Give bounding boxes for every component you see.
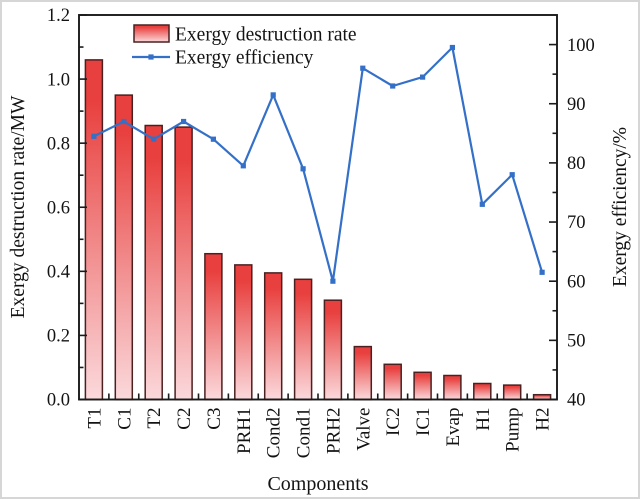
legend-line-marker	[148, 54, 154, 60]
y-right-tick-label: 100	[567, 36, 595, 56]
line-marker	[479, 201, 485, 207]
bar	[144, 124, 163, 401]
legend-label-bar: Exergy destruction rate	[175, 25, 357, 46]
bar	[353, 345, 373, 401]
y-left-tick-label: 1.0	[47, 70, 70, 90]
bar	[204, 252, 223, 401]
x-tick-label: Evap	[443, 408, 464, 447]
line-marker	[240, 163, 246, 169]
bar	[84, 59, 104, 401]
line-marker	[121, 118, 127, 125]
y-left-tick-label: 0.4	[47, 263, 70, 283]
y-right-axis: 40 50 60 70 80 90 100	[549, 36, 595, 411]
line-marker	[330, 278, 336, 284]
line-series	[91, 44, 545, 284]
efficiency-line	[93, 46, 544, 283]
bar	[293, 278, 313, 401]
y-right-tick-label: 70	[567, 213, 586, 233]
bar	[413, 371, 432, 401]
x-tick-label: H1	[473, 408, 494, 431]
line-marker	[449, 44, 455, 51]
line-marker	[539, 269, 545, 275]
y-right-axis-title: Exergy efficiency/%	[610, 127, 631, 287]
bar	[234, 264, 253, 401]
x-axis-title: Components	[267, 473, 368, 495]
y-left-tick-label: 0.0	[47, 391, 70, 411]
bar-series	[84, 59, 552, 401]
line-marker	[509, 172, 515, 178]
y-left-tick-label: 0.8	[47, 134, 70, 154]
x-tick-label: Cond1	[294, 408, 315, 459]
line-marker	[91, 133, 97, 139]
line-marker	[181, 118, 187, 125]
bar	[114, 94, 134, 401]
y-left-axis: 0.0 0.2 0.4 0.6 0.8 1.0 1.2	[47, 6, 87, 411]
legend-bar-swatch	[133, 24, 170, 43]
bar	[174, 126, 193, 401]
x-tick-label: H2	[533, 408, 554, 431]
y-right-tick-label: 50	[567, 332, 586, 352]
y-right-tick-label: 80	[567, 154, 586, 174]
y-left-tick-label: 0.2	[47, 327, 70, 347]
line-marker	[390, 83, 396, 89]
line-marker	[360, 65, 366, 71]
bar	[502, 384, 522, 401]
x-tick-label: Pump	[503, 408, 524, 452]
x-tick-label: IC2	[383, 408, 404, 437]
line-marker	[210, 136, 216, 142]
y-left-tick-label: 0.6	[47, 198, 70, 218]
x-tick-label: IC1	[413, 408, 434, 437]
x-tick-label: T2	[144, 408, 165, 429]
bar	[443, 374, 462, 401]
line-marker	[151, 136, 157, 142]
x-tick-label: C3	[204, 408, 225, 430]
x-tick-label: Cond2	[264, 408, 285, 459]
x-tick-label: PRH1	[234, 408, 255, 454]
bar	[383, 363, 402, 401]
line-marker	[270, 92, 276, 98]
y-left-axis-title: Exergy destruction rate/MW	[8, 95, 29, 318]
line-marker	[420, 74, 426, 80]
x-tick-label: Valve	[353, 408, 374, 451]
bar	[473, 382, 492, 401]
line-marker	[300, 166, 306, 172]
y-right-tick-label: 60	[567, 272, 586, 292]
x-tick-label: PRH2	[323, 408, 344, 454]
bar	[323, 299, 343, 401]
x-tick-label: C2	[174, 408, 195, 430]
bar	[263, 272, 283, 401]
legend-label-line: Exergy efficiency	[175, 48, 314, 69]
y-right-tick-label: 40	[567, 391, 586, 411]
x-axis: T1 C1 T2 C2 C3 PRH1 Cond2 Cond1 PRH2 Valve IC2 IC1 E…	[84, 393, 554, 459]
y-left-tick-label: 1.2	[47, 6, 70, 26]
y-right-tick-label: 90	[567, 95, 586, 115]
x-tick-label: T1	[84, 408, 105, 429]
x-tick-label: C1	[114, 408, 135, 430]
